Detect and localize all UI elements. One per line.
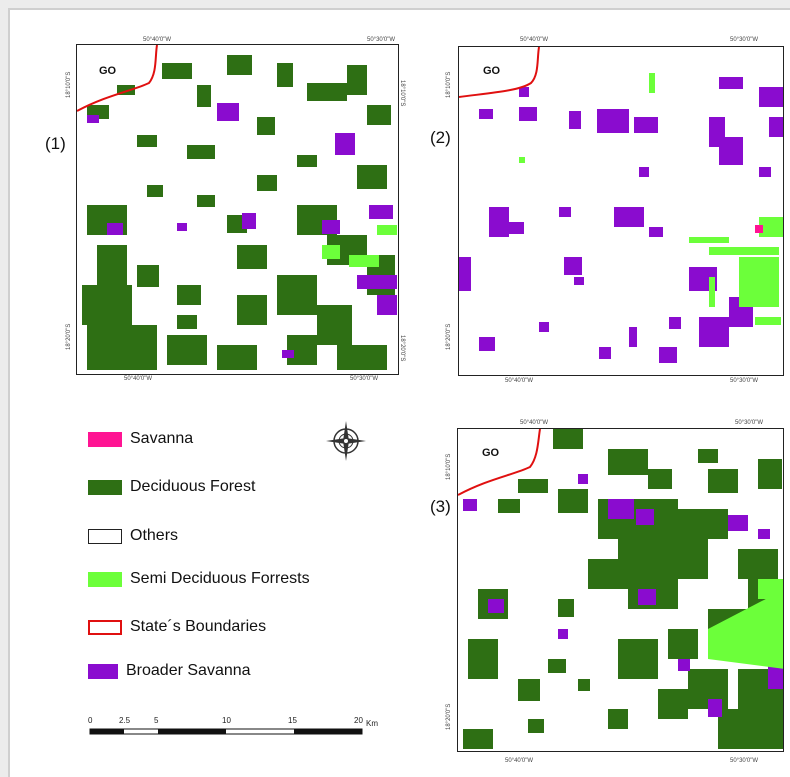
legend-item-savanna: Savanna	[88, 428, 193, 450]
left-coord: 18°10'0"S	[66, 71, 72, 98]
legend: Savanna Deciduous Forest Others Semi Dec…	[88, 426, 408, 686]
semi-deciduous-swatch	[88, 571, 122, 587]
scale-tick-label: 10	[222, 716, 231, 725]
map-canvas: GO	[457, 428, 784, 752]
bottom-coord: 50°40'0"W	[124, 376, 153, 382]
top-coord: 50°40'0"W	[520, 37, 549, 43]
land-cover-map	[77, 45, 397, 370]
legend-item-broader-savanna: Broader Savanna	[88, 660, 251, 682]
map-canvas: GO	[76, 44, 399, 375]
legend-item-others: Others	[88, 525, 178, 547]
top-coord: 50°30'0"W	[367, 37, 396, 43]
legend-item-semi-deciduous: Semi Deciduous Forrests	[88, 568, 310, 590]
scale-tick-label: 15	[288, 716, 297, 725]
left-coord: 18°20'0"S	[446, 703, 452, 730]
state-label: GO	[99, 65, 117, 77]
scale-tick-label: 5	[154, 716, 159, 725]
map-canvas: GO	[458, 46, 784, 376]
scale-tick-label: 20	[354, 716, 363, 725]
left-coord: 18°10'0"S	[446, 71, 452, 98]
bottom-coord: 50°40'0"W	[505, 378, 534, 384]
state-label: GO	[483, 65, 501, 77]
broader-savanna-swatch	[88, 663, 118, 679]
left-coord: 18°20'0"S	[66, 323, 72, 350]
legend-label: State´s Boundaries	[130, 618, 267, 635]
bottom-coord: 50°30'0"W	[730, 378, 759, 384]
panel-label: (1)	[45, 134, 66, 153]
legend-item-deciduous-forest: Deciduous Forest	[88, 476, 255, 498]
legend-label: Semi Deciduous Forrests	[130, 570, 310, 587]
legend-label: Deciduous Forest	[130, 478, 256, 495]
top-coord: 50°30'0"W	[735, 420, 764, 426]
scale-bar-graphic	[89, 728, 363, 735]
scale-tick-label: 0	[88, 716, 93, 725]
north-arrow	[322, 417, 370, 465]
top-coord: 50°30'0"W	[730, 37, 759, 43]
compass-rose-icon	[326, 421, 366, 461]
left-coord: 18°10'0"S	[446, 453, 452, 480]
state-boundary-swatch	[88, 619, 122, 635]
bottom-coord: 50°30'0"W	[730, 758, 759, 764]
legend-label: Savanna	[130, 430, 194, 447]
left-coord: 18°20'0"S	[446, 323, 452, 350]
right-coord: 18°20'0"S	[399, 335, 405, 362]
scale-tick-label: 2.5	[119, 716, 131, 725]
top-coord: 50°40'0"W	[143, 37, 172, 43]
state-label: GO	[482, 447, 500, 459]
savanna-swatch	[88, 431, 122, 447]
legend-label: Others	[130, 527, 179, 544]
panel-label: (3)	[430, 497, 451, 516]
deciduous-forest-swatch	[88, 479, 122, 495]
bottom-coord: 50°30'0"W	[350, 376, 379, 382]
panel-label: (2)	[430, 128, 451, 147]
land-cover-map	[459, 47, 783, 363]
legend-item-state-boundaries: State´s Boundaries	[88, 616, 266, 638]
others-swatch	[88, 528, 122, 544]
land-cover-map	[458, 429, 783, 749]
top-coord: 50°40'0"W	[520, 420, 549, 426]
legend-label: Broader Savanna	[126, 662, 251, 679]
scale-bar: 0 2.5 5 10 15 20 Km	[88, 716, 378, 746]
right-coord: 18°10'0"S	[399, 80, 405, 107]
scale-unit: Km	[366, 719, 378, 728]
bottom-coord: 50°40'0"W	[505, 758, 534, 764]
